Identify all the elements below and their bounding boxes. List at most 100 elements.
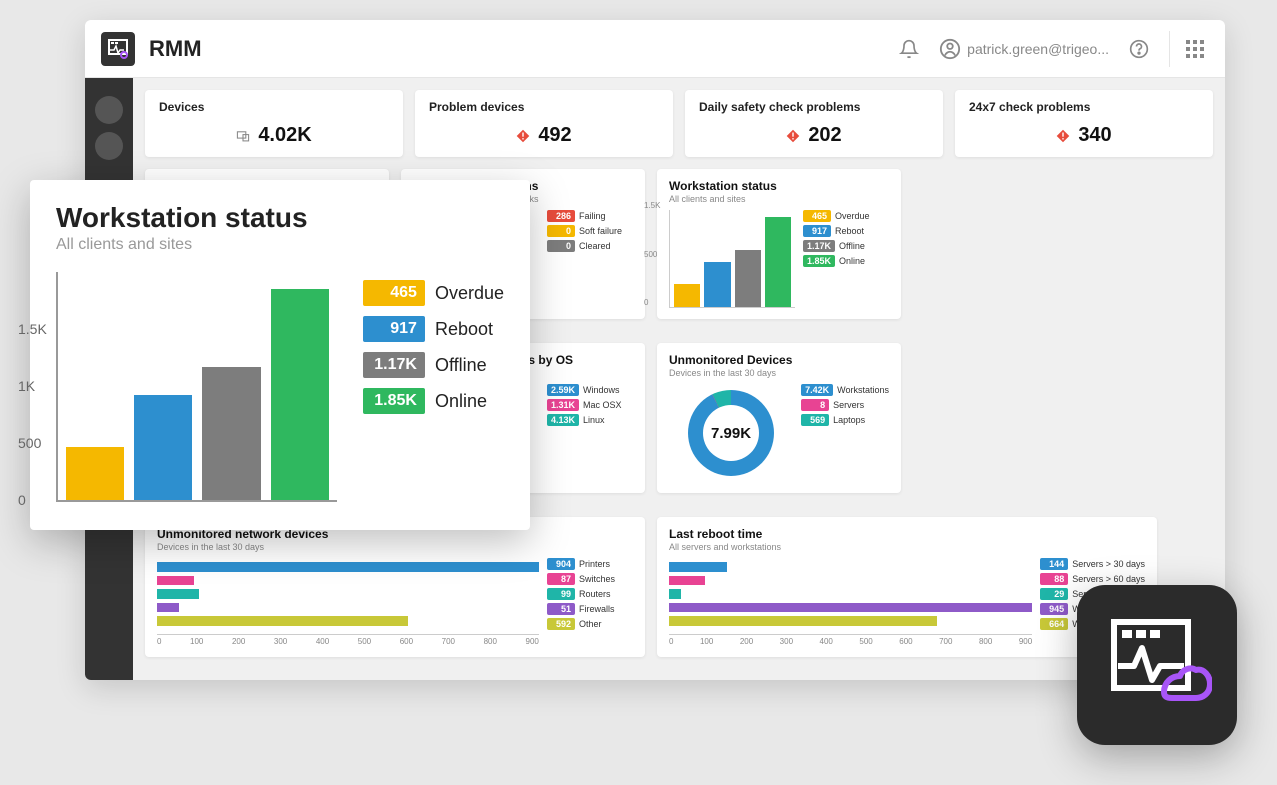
- kpi-card[interactable]: Problem devices 492: [415, 90, 673, 157]
- kpi-label: Problem devices: [429, 100, 659, 114]
- hbar-row: [669, 576, 1032, 586]
- chart-bar: [765, 217, 791, 307]
- notifications-icon[interactable]: [891, 31, 927, 67]
- legend-item: 917 Reboot: [803, 225, 889, 237]
- legend-label: Cleared: [579, 241, 611, 251]
- chart-card[interactable]: Workstation statusAll clients and sites1…: [657, 169, 901, 319]
- chart-legend: 904Printers87Switches99Routers51Firewall…: [547, 558, 633, 646]
- legend-label: Servers: [833, 400, 864, 410]
- overlay-legend-label: Reboot: [435, 319, 493, 340]
- legend-label: Linux: [583, 415, 605, 425]
- legend-badge: 465: [803, 210, 831, 222]
- kpi-card[interactable]: 24x7 check problems 340: [955, 90, 1213, 157]
- legend-item: 99Routers: [547, 588, 633, 600]
- legend-item: 286Failing: [547, 210, 633, 222]
- legend-badge: 286: [547, 210, 575, 222]
- legend-item: 8 Servers: [801, 399, 889, 411]
- app-title: RMM: [149, 36, 202, 62]
- overlay-title: Workstation status: [56, 202, 504, 234]
- legend-label: Overdue: [835, 211, 870, 221]
- legend-label: Laptops: [833, 415, 865, 425]
- hbar-row: [669, 589, 1032, 599]
- chart-hbar: [669, 576, 705, 586]
- apps-icon[interactable]: [1169, 31, 1205, 67]
- overlay-legend-label: Online: [435, 391, 487, 412]
- legend-item: 1.17KOffline: [803, 240, 889, 252]
- hbar-row: [157, 616, 539, 626]
- chart-legend: 7.42KWorkstations 8 Servers 569 Laptops: [801, 384, 889, 482]
- overlay-legend-item: 917Reboot: [363, 316, 504, 342]
- overlay-bar: [66, 447, 124, 500]
- legend-badge: 51: [547, 603, 575, 615]
- overlay-legend-item: 1.17K Offline: [363, 352, 504, 378]
- overlay-legend-label: Overdue: [435, 283, 504, 304]
- sidebar-item-1[interactable]: [95, 96, 123, 124]
- card-title: Unmonitored Devices: [669, 353, 889, 367]
- legend-item: 144 Servers > 30 days: [1040, 558, 1145, 570]
- hbar-row: [157, 603, 539, 613]
- overlay-legend-badge: 1.85K: [363, 388, 425, 414]
- app-logo[interactable]: [101, 32, 135, 66]
- kpi-card[interactable]: Daily safety check problems 202: [685, 90, 943, 157]
- chart-bar: [735, 250, 761, 307]
- card-title: Last reboot time: [669, 527, 1145, 541]
- legend-badge: 569: [801, 414, 829, 426]
- legend-item: 0Soft failure: [547, 225, 633, 237]
- legend-item: 0Cleared: [547, 240, 633, 252]
- chart-hbar: [157, 589, 199, 599]
- help-icon[interactable]: [1121, 31, 1157, 67]
- overlay-legend-badge: 465: [363, 280, 425, 306]
- chart-legend: 2.59KWindows1.31KMac OSX4.13KLinux: [547, 384, 633, 482]
- chart-hbar: [669, 562, 727, 572]
- hbar-row: [157, 589, 539, 599]
- legend-badge: 88: [1040, 573, 1068, 585]
- overlay-legend-badge: 1.17K: [363, 352, 425, 378]
- legend-badge: 29: [1040, 588, 1068, 600]
- legend-label: Soft failure: [579, 226, 622, 236]
- legend-label: Reboot: [835, 226, 864, 236]
- donut-center-value: 7.99K: [711, 425, 751, 442]
- legend-label: Servers > 30 days: [1072, 559, 1145, 569]
- legend-label: Other: [579, 619, 602, 629]
- chart-legend: 286Failing 0Soft failure 0Cleared: [547, 210, 633, 308]
- chart-card[interactable]: Unmonitored network devicesDevices in th…: [145, 517, 645, 657]
- legend-item: 7.42KWorkstations: [801, 384, 889, 396]
- legend-badge: 8: [801, 399, 829, 411]
- overlay-bar: [271, 289, 329, 500]
- app-launcher-icon[interactable]: [1077, 585, 1237, 745]
- chart-bar: [674, 284, 700, 307]
- hbar-axis: 0100200300400500600700800900: [157, 634, 539, 646]
- card-subtitle: Devices in the last 30 days: [157, 542, 633, 552]
- overlay-bar-chart: 1.5K1K5000: [56, 272, 337, 502]
- user-menu[interactable]: patrick.green@trigeo...: [939, 38, 1109, 60]
- chart-hbar: [157, 562, 539, 572]
- hbar-axis: 0100200300400500600700800900: [669, 634, 1032, 646]
- legend-item: 592 Other: [547, 618, 633, 630]
- legend-badge: 1.31K: [547, 399, 579, 411]
- legend-item: 465 Overdue: [803, 210, 889, 222]
- legend-badge: 144: [1040, 558, 1068, 570]
- header: RMM patrick.green@trigeo...: [85, 20, 1225, 78]
- legend-item: 1.85KOnline: [803, 255, 889, 267]
- legend-badge: 917: [803, 225, 831, 237]
- legend-label: Online: [839, 256, 865, 266]
- card-subtitle: All clients and sites: [669, 194, 889, 204]
- kpi-value: 202: [808, 124, 841, 147]
- warning-icon: [786, 129, 800, 143]
- hbar-row: [669, 603, 1032, 613]
- kpi-row: Devices 4.02K Problem devices 492 Daily …: [145, 90, 1213, 157]
- devices-icon: [236, 129, 250, 143]
- kpi-label: Devices: [159, 100, 389, 114]
- chart-card[interactable]: Unmonitored DevicesDevices in the last 3…: [657, 343, 901, 493]
- sidebar-item-2[interactable]: [95, 132, 123, 160]
- overlay-legend-item: 1.85K Online: [363, 388, 504, 414]
- legend-badge: 592: [547, 618, 575, 630]
- overlay-legend-label: Offline: [435, 355, 487, 376]
- overlay-legend-item: 465 Overdue: [363, 280, 504, 306]
- legend-label: Printers: [579, 559, 610, 569]
- hbar-row: [669, 616, 1032, 626]
- kpi-card[interactable]: Devices 4.02K: [145, 90, 403, 157]
- legend-badge: 1.17K: [803, 240, 835, 252]
- bar-chart: 1.5K5000: [669, 210, 795, 308]
- chart-hbar: [157, 576, 194, 586]
